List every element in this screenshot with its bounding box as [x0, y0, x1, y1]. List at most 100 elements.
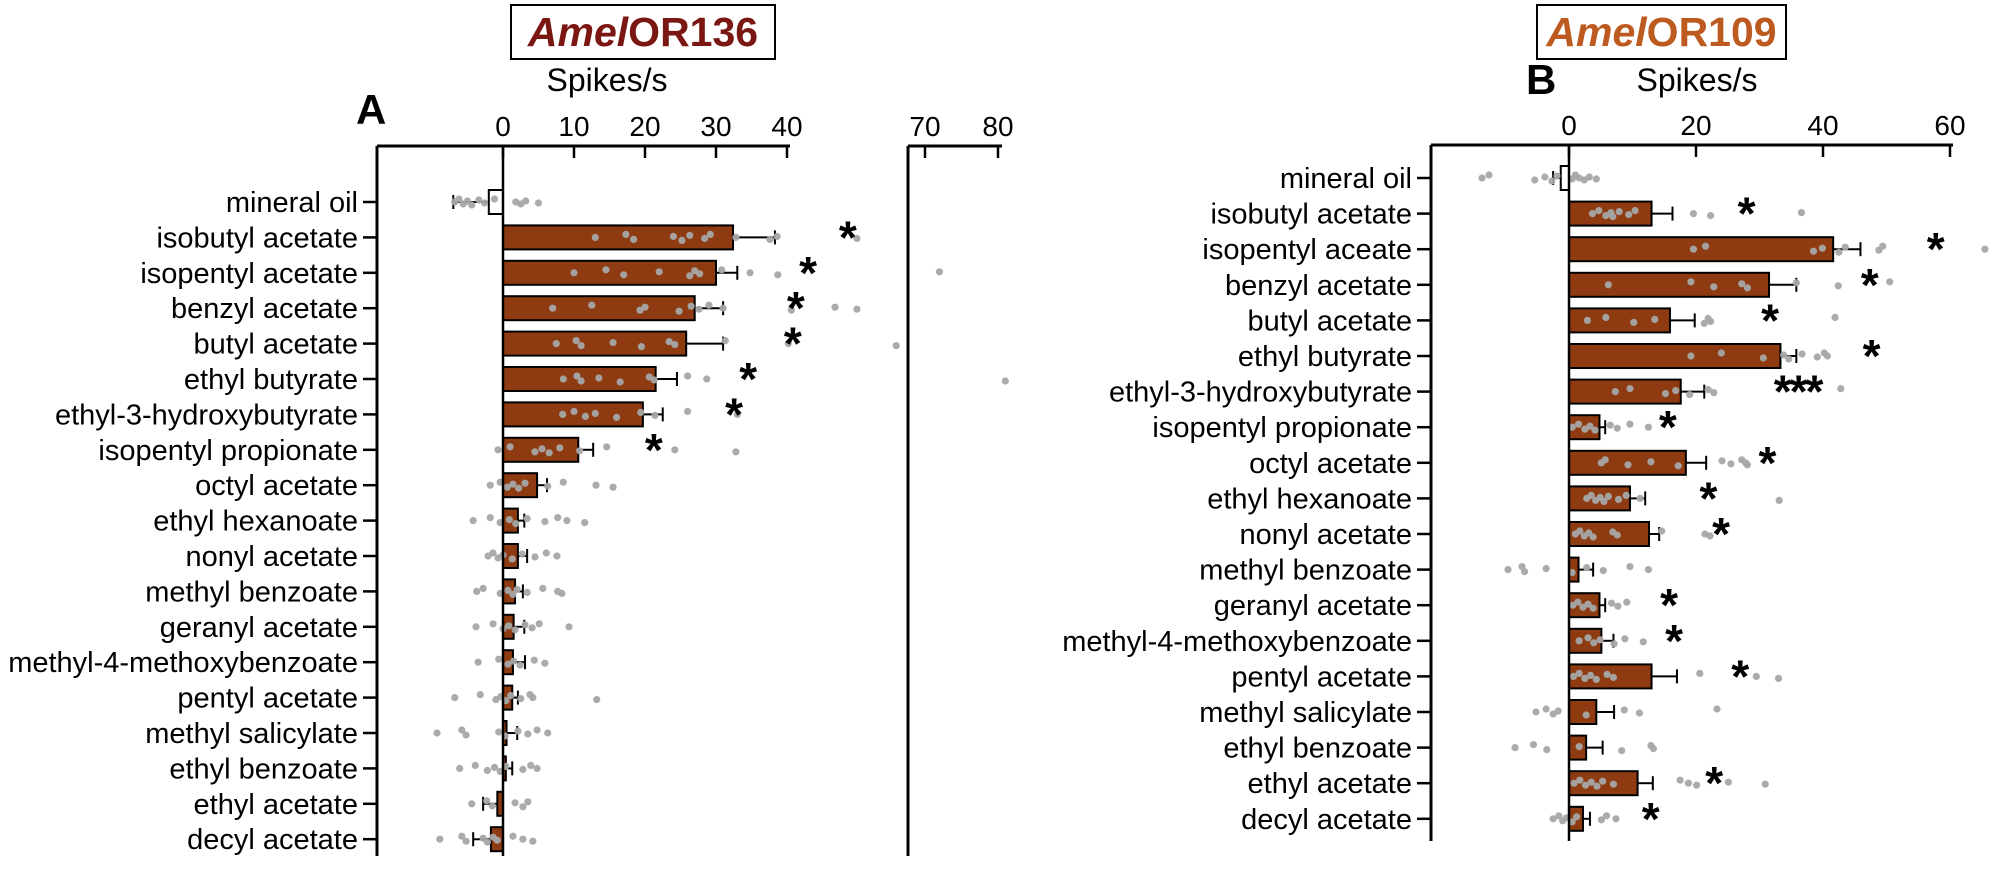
- scatter-dot: [1587, 491, 1595, 499]
- scatter-dot: [1596, 636, 1604, 644]
- scatter-dot: [436, 835, 444, 843]
- scatter-dot: [773, 232, 781, 240]
- x-axis-tick-label: 10: [558, 111, 589, 142]
- scatter-dot: [1542, 705, 1550, 713]
- scatter-dot: [530, 656, 538, 664]
- category-label: ethyl butyrate: [184, 364, 358, 396]
- scatter-dot: [1589, 604, 1597, 612]
- scatter-dot: [1622, 491, 1630, 499]
- scatter-dot: [1775, 496, 1783, 504]
- scatter-dot: [506, 443, 514, 451]
- scatter-dot: [468, 800, 476, 808]
- scatter-dot: [1504, 566, 1512, 574]
- scatter-dot: [588, 301, 596, 309]
- panel-b-letter: B: [1526, 56, 1557, 103]
- scatter-dot: [512, 520, 520, 528]
- scatter-dot: [1613, 531, 1621, 539]
- category-label: pentyl acetate: [1231, 661, 1412, 693]
- scatter-dot: [1700, 319, 1708, 327]
- scatter-dot: [542, 549, 550, 557]
- scatter-dot: [609, 339, 617, 347]
- category-label: nonyl acetate: [1239, 519, 1412, 551]
- category-label: butyl acetate: [1248, 305, 1412, 337]
- scatter-dot: [524, 798, 532, 806]
- scatter-dot: [493, 836, 501, 844]
- scatter-dot: [1588, 210, 1597, 218]
- scatter-dot: [1573, 813, 1581, 821]
- scatter-dot: [538, 445, 546, 453]
- scatter-dot: [1612, 815, 1620, 823]
- scatter-dot: [1738, 280, 1746, 288]
- scatter-dot: [455, 195, 463, 203]
- scatter-dot: [1592, 675, 1600, 684]
- scatter-dot: [671, 446, 679, 454]
- category-label: isopentyl aceate: [1202, 234, 1412, 266]
- scatter-dot: [1613, 424, 1621, 432]
- scatter-dot: [853, 234, 861, 242]
- scatter-dot: [1618, 747, 1626, 755]
- scatter-dot: [509, 480, 517, 488]
- category-label: isopentyl propionate: [98, 435, 358, 467]
- category-label: ethyl acetate: [194, 789, 358, 821]
- scatter-dot: [1701, 242, 1710, 250]
- scatter-dot: [479, 584, 487, 593]
- scatter-dot: [480, 199, 489, 207]
- scatter-dot: [1001, 377, 1009, 385]
- scatter-dot: [581, 412, 589, 420]
- scatter-dot: [1603, 670, 1611, 679]
- scatter-dot: [1568, 569, 1576, 577]
- scatter-dot: [495, 655, 503, 663]
- category-label: mineral oil: [1280, 163, 1412, 195]
- scatter-dot: [1607, 599, 1616, 607]
- category-label: ethyl butyrate: [1238, 341, 1412, 373]
- scatter-dot: [1583, 316, 1592, 324]
- scatter-dot: [671, 341, 679, 349]
- scatter-dot: [1717, 349, 1725, 357]
- scatter-dot: [1621, 635, 1629, 643]
- scatter-dot: [1553, 172, 1561, 180]
- scatter-dot: [565, 623, 573, 631]
- scatter-dot: [458, 832, 466, 840]
- category-label: ethyl acetate: [1248, 768, 1412, 800]
- scatter-dot: [558, 589, 566, 598]
- scatter-dot: [521, 479, 529, 487]
- scatter-dot: [451, 694, 459, 702]
- scatter-dot: [732, 233, 740, 241]
- scatter-dot: [1584, 600, 1592, 608]
- scatter-dot: [1684, 779, 1692, 787]
- scatter-dot: [576, 447, 584, 455]
- scatter-dot: [494, 446, 502, 454]
- scatter-dot: [1626, 563, 1634, 571]
- scatter-dot: [469, 517, 477, 525]
- scatter-dot: [1520, 568, 1529, 576]
- scatter-dot: [519, 765, 527, 774]
- scatter-dot: [1630, 318, 1638, 326]
- scatter-dot: [1651, 315, 1659, 323]
- category-label: benzyl acetate: [171, 293, 358, 325]
- scatter-dot: [1585, 173, 1593, 181]
- scatter-layer: [433, 195, 1009, 846]
- scatter-dot: [516, 661, 524, 669]
- scatter-dot: [1599, 777, 1607, 785]
- scatter-dot: [1724, 778, 1732, 786]
- scatter-dot: [1674, 462, 1682, 470]
- category-label: octyl acetate: [1249, 448, 1412, 480]
- scatter-dot: [1581, 781, 1590, 789]
- scatter-dot: [1592, 175, 1600, 183]
- scatter-dot: [1687, 278, 1695, 286]
- scatter-dot: [1759, 354, 1767, 362]
- scatter-dot: [1689, 210, 1698, 218]
- scatter-dot: [1511, 744, 1519, 752]
- scatter-dot: [686, 272, 694, 280]
- scatter-dot: [472, 623, 480, 631]
- scatter-dot: [559, 410, 567, 418]
- scatter-dot: [705, 301, 713, 309]
- scatter-dot: [1529, 741, 1538, 749]
- bar: [1568, 378, 1682, 405]
- category-label: methyl-4-methoxybenzoate: [1062, 626, 1412, 658]
- scatter-dot: [696, 270, 704, 278]
- scatter-dot: [1576, 776, 1584, 784]
